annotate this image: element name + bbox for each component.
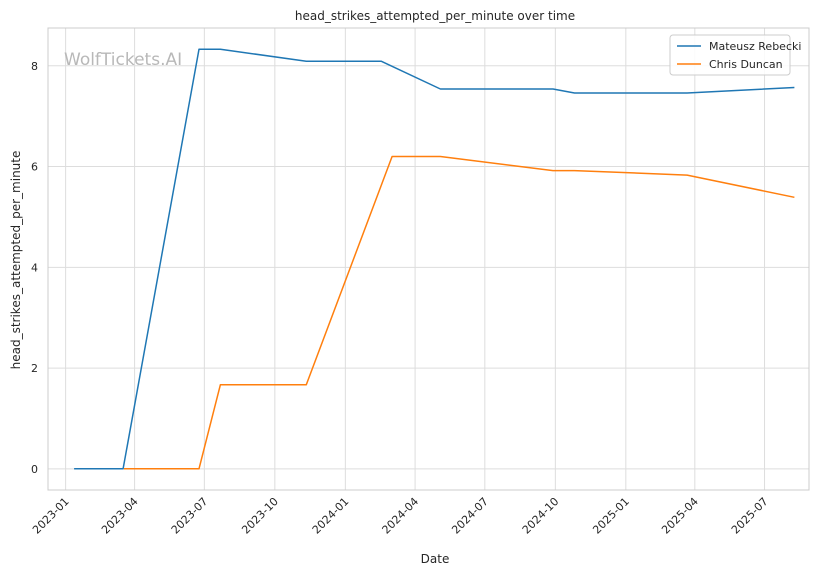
y-tick-label-6: 6 <box>31 161 38 174</box>
y-tick-label-4: 4 <box>31 261 38 274</box>
chart-title: head_strikes_attempted_per_minute over t… <box>295 9 575 23</box>
y-tick-label-2: 2 <box>31 362 38 375</box>
plot-area-frame <box>47 27 810 491</box>
y-tick-label-0: 0 <box>31 463 38 476</box>
legend: Mateusz Rebecki Chris Duncan <box>669 34 801 76</box>
y-axis-label: head_strikes_attempted_per_minute <box>9 151 23 370</box>
series-line-chris-duncan <box>123 155 795 470</box>
legend-entry-mateusz-rebecki: Mateusz Rebecki <box>709 40 801 53</box>
legend-box <box>669 34 791 76</box>
y-axis-ticks: 0 2 4 6 8 <box>31 60 38 476</box>
x-axis-label: Date <box>421 552 450 566</box>
watermark: WolfTickets.AI <box>64 50 182 70</box>
legend-entry-chris-duncan: Chris Duncan <box>709 58 783 71</box>
series-line-mateusz-rebecki <box>74 48 795 470</box>
series-lines <box>74 48 795 470</box>
y-tick-label-8: 8 <box>31 60 38 73</box>
